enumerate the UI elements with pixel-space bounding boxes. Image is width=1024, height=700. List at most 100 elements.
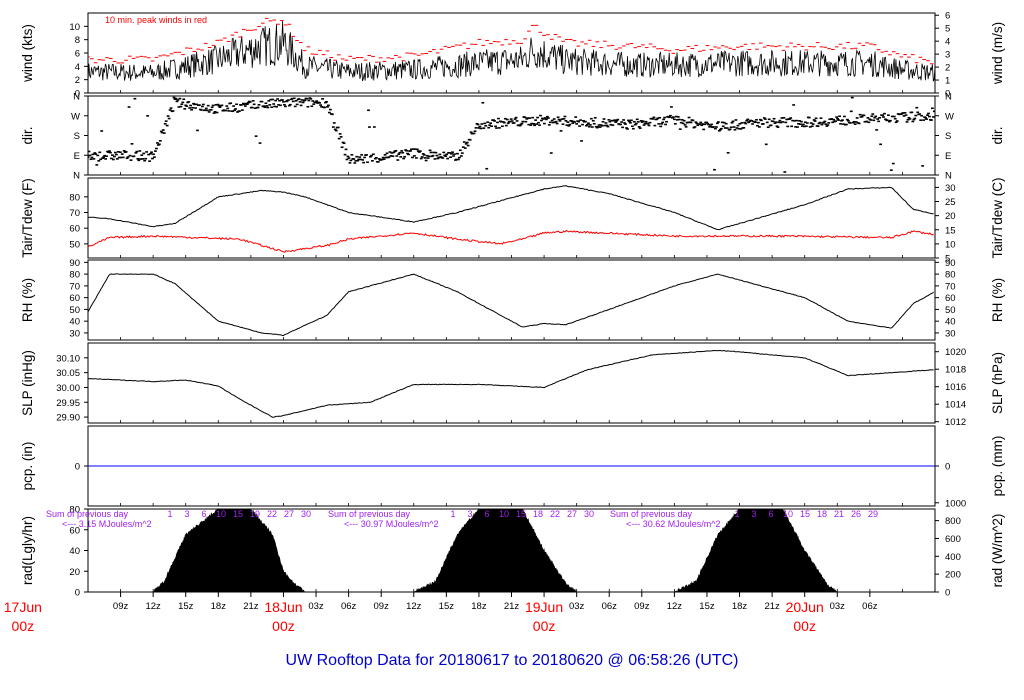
date-label: 18Jun — [264, 599, 302, 615]
sum-label-value: <--- 30.62 MJoules/m^2 — [626, 519, 721, 529]
day-tick-label: 6 — [201, 509, 206, 519]
ytick-label-right: 4 — [945, 37, 950, 48]
ytick-label-right: 40 — [945, 317, 956, 328]
day-tick-label: 18 — [533, 509, 543, 519]
ytick-label-left: 0 — [75, 89, 80, 100]
day-tick-label: 22 — [267, 509, 277, 519]
ylabel-right: RH (%) — [990, 278, 1005, 322]
plot-area-direction — [88, 96, 935, 173]
panel-frame — [87, 12, 936, 94]
ylabel-left: dir. — [20, 126, 35, 144]
xtick-label: 15z — [699, 601, 715, 612]
day-tick-label: 15 — [233, 509, 243, 519]
ytick-label-left: 90 — [69, 258, 80, 269]
ytick-label-left: 8 — [75, 35, 80, 46]
day-tick-label: 10 — [216, 509, 226, 519]
ytick-label-right: 1012 — [945, 417, 966, 428]
ytick-label-left: 70 — [69, 281, 80, 292]
ytick-label-right: 1014 — [945, 400, 966, 411]
ytick-label-right: 90 — [945, 258, 956, 269]
ytick-label-left: 6 — [75, 49, 80, 60]
ytick-label-right: 0 — [945, 588, 950, 599]
xtick-label: 09z — [634, 601, 650, 612]
ylabel-right: Tair/Tdew (C) — [990, 177, 1005, 258]
xtick-label: 06z — [341, 601, 357, 612]
ytick-label-right: 15 — [945, 225, 956, 236]
ytick-label-right: 70 — [945, 281, 956, 292]
ytick-label-left: 80 — [69, 505, 80, 516]
sum-label-value: <--- 3.15 MJoules/m^2 — [62, 519, 152, 529]
panel-precipitation: pcp. (in) pcp. (mm) 0 0 — [20, 425, 1005, 507]
xtick-label: 09z — [374, 601, 390, 612]
day-tick-label: 19 — [250, 509, 260, 519]
plot-area-radiation — [88, 509, 935, 592]
ytick-label-right: 0 — [945, 462, 950, 473]
xtick-label: 12z — [145, 601, 161, 612]
ytick-label-left: 60 — [69, 293, 80, 304]
plot-area-humidity — [88, 273, 934, 337]
chart-title: UW Rooftop Data for 20180617 to 20180620… — [286, 652, 739, 669]
ylabel-right: SLP (hPa) — [990, 352, 1005, 414]
ylabel-left: rad(Lgly/hr) — [20, 516, 35, 585]
ytick-label-left: W — [71, 111, 80, 122]
ylabel-left: pcp. (in) — [20, 442, 35, 491]
plot-area-pressure — [88, 349, 934, 418]
ytick-label-left: 30.00 — [56, 383, 80, 394]
xtick-label: 06z — [862, 601, 878, 612]
day-tick-label: 15 — [516, 509, 526, 519]
ytick-label-right: 80 — [945, 270, 956, 281]
ytick-label-right: 2 — [945, 63, 950, 74]
xtick-label: 18z — [211, 601, 227, 612]
panel-temperature: Tair/Tdew (F) Tair/Tdew (C) 50 60 70 80 5 10 15 2… — [20, 177, 1005, 264]
ytick-label-right: 6 — [945, 11, 950, 22]
ytick-label-right: 10 — [945, 239, 956, 250]
xtick-label: 15z — [178, 601, 194, 612]
ytick-label-right: 1016 — [945, 382, 966, 393]
ytick-label-left: 29.90 — [56, 413, 80, 424]
ytick-label-left: N — [73, 171, 80, 182]
ytick-label-left: 60 — [69, 224, 80, 235]
date-label: 20Jun — [786, 599, 824, 615]
ytick-label-right: 50 — [945, 305, 956, 316]
humidity-line — [88, 273, 934, 337]
ytick-label-right: 20 — [945, 211, 956, 222]
xtick-label: 18z — [471, 601, 487, 612]
ytick-label-left: 0 — [75, 588, 80, 599]
ytick-label-right: N — [945, 92, 952, 103]
ytick-label-right: 60 — [945, 293, 956, 304]
xtick-label: 03z — [830, 601, 846, 612]
date-hour-label: 00z — [793, 618, 816, 634]
sum-label-value: <--- 30.97 MJoules/m^2 — [344, 519, 439, 529]
day-tick-label: 15 — [800, 509, 810, 519]
ylabel-left: wind (kts) — [20, 24, 35, 83]
day-tick-label: 1 — [167, 509, 172, 519]
air-temperature-line — [88, 185, 934, 231]
ytick-label-right: 1 — [945, 76, 950, 87]
ytick-label-right: 800 — [945, 516, 961, 527]
day-tick-label: 27 — [567, 509, 577, 519]
ytick-label-left: 20 — [69, 567, 80, 578]
ytick-label-left: 4 — [75, 62, 80, 73]
ylabel-right: rad (W/m^2) — [990, 514, 1005, 588]
ytick-label-left: 29.95 — [56, 398, 80, 409]
ytick-label-left: 30.10 — [56, 353, 80, 364]
ytick-label-right: 1020 — [945, 347, 966, 358]
xtick-label: 03z — [569, 601, 585, 612]
xtick-label: 18z — [732, 601, 748, 612]
ytick-label-right: 30 — [945, 328, 956, 339]
ytick-label-right: 1018 — [945, 365, 966, 376]
day-tick-label: 27 — [284, 509, 294, 519]
xtick-label: 15z — [439, 601, 455, 612]
date-hour-label: 00z — [533, 618, 556, 634]
day-tick-label: 1 — [450, 509, 455, 519]
xtick-label: 09z — [113, 601, 129, 612]
panel-wind: wind (kts) wind (m/s) 0 2 4 6 8 10 0 1 2 3 4 5 6 10 min… — [20, 11, 1005, 100]
day-tick-label: 6 — [484, 509, 489, 519]
date-label: 17Jun — [4, 599, 42, 615]
day-tick-label: 6 — [768, 509, 773, 519]
ytick-label-left: 60 — [69, 525, 80, 536]
ylabel-left: RH (%) — [20, 278, 35, 322]
ytick-label-left: 70 — [69, 208, 80, 219]
ytick-label-right: 0 — [945, 89, 950, 100]
ytick-label-left: 80 — [69, 192, 80, 203]
